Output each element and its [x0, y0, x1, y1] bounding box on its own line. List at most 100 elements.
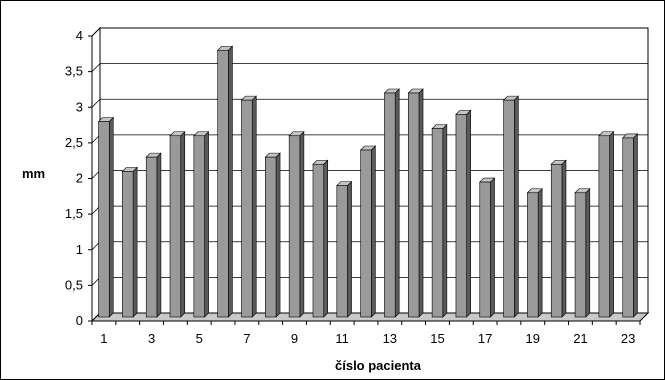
bar-side [466, 109, 471, 318]
bar-side [585, 188, 591, 318]
x-tick-label: 11 [335, 331, 349, 346]
y-tick-label: 4 [76, 28, 83, 43]
bar-side [371, 145, 376, 318]
bar-side [490, 177, 495, 318]
bar-side [561, 159, 567, 318]
bar [383, 88, 400, 318]
bar-front [145, 156, 158, 318]
bar-side [323, 159, 329, 318]
x-tick-label: 21 [573, 331, 587, 346]
y-tick-label: 3,5 [65, 64, 83, 79]
bar-side [275, 152, 281, 318]
bar-side [394, 88, 400, 318]
bar-front [598, 135, 610, 318]
bar-front [527, 192, 539, 318]
bar-front [407, 92, 420, 318]
gridline-side [91, 63, 101, 72]
bar [193, 131, 210, 318]
bar-front [360, 149, 372, 318]
bar-front [550, 163, 563, 318]
bar-front [241, 99, 253, 318]
bar [264, 152, 281, 318]
bar [455, 109, 472, 318]
bar-side [251, 95, 257, 318]
y-tick-label: 2 [76, 171, 83, 186]
y-tick-label: 1,5 [65, 206, 83, 221]
bar [121, 166, 138, 318]
bar [216, 45, 234, 318]
bar [598, 131, 615, 318]
x-axis-title: číslo pacienta [335, 358, 422, 373]
x-tick-label: 5 [196, 331, 203, 346]
bar-front [455, 114, 467, 318]
bar-side [228, 45, 233, 318]
y-tick-label: 0,5 [65, 277, 83, 292]
bar [145, 152, 162, 318]
bar-front [288, 135, 301, 318]
bar-front [193, 135, 205, 318]
x-tick-label: 13 [383, 331, 397, 346]
bar [312, 159, 329, 318]
bar [479, 177, 496, 318]
y-tick-label: 2,5 [65, 135, 83, 150]
bar [550, 159, 567, 318]
bar-front [122, 171, 134, 318]
x-tick-label: 3 [148, 331, 155, 346]
bar-side [537, 188, 543, 318]
bar [169, 131, 186, 318]
bar-front [479, 181, 491, 318]
bar [97, 116, 114, 318]
x-tick-label: 7 [243, 331, 250, 346]
bar [359, 145, 377, 318]
bar-side [180, 131, 186, 318]
y-axis-ticks: 0 0,5 1 1,5 2 2,5 3 3,5 4 [65, 28, 92, 328]
bar [407, 88, 424, 318]
gridline-side [91, 27, 101, 37]
bar-front [622, 137, 634, 318]
y-tick-label: 0 [76, 313, 83, 328]
bar-side [299, 131, 305, 318]
x-tick-label: 19 [526, 331, 540, 346]
bar-front [574, 192, 587, 318]
bar-front [169, 135, 182, 318]
bar [288, 131, 305, 318]
bar-front [265, 156, 277, 318]
x-tick-label: 17 [478, 331, 492, 346]
bar-front [503, 99, 515, 318]
bar [431, 123, 448, 318]
bar-side [204, 131, 209, 318]
bar-front [336, 185, 348, 318]
gridline-side [91, 98, 101, 108]
x-tick-label: 9 [291, 331, 298, 346]
x-tick-label: 23 [621, 331, 635, 346]
bar-front [312, 163, 325, 318]
y-tick-label: 1 [76, 242, 83, 257]
bar-side [347, 180, 352, 318]
bar-side [609, 131, 614, 318]
bar-front [384, 92, 396, 318]
bar [336, 180, 353, 318]
bar-side [156, 152, 162, 318]
bar-front [431, 128, 444, 318]
y-tick-label: 3 [76, 99, 83, 114]
bar-front [98, 121, 110, 318]
bar [526, 188, 543, 318]
bar [622, 133, 639, 318]
bars [97, 45, 639, 318]
bar [240, 95, 257, 318]
x-tick-label: 15 [430, 331, 444, 346]
bar-front [217, 49, 229, 318]
y-axis-title: mm [22, 166, 45, 181]
bar [574, 188, 591, 318]
bar-side [514, 95, 519, 318]
bar-side [442, 123, 448, 318]
bar-side [108, 116, 114, 318]
x-tick-label: 1 [100, 331, 107, 346]
bar-side [418, 88, 424, 318]
bar-side [633, 133, 638, 318]
bar-side [132, 166, 138, 318]
bar [502, 95, 520, 318]
x-axis-ticks: 1 3 5 7 9 11 13 15 17 19 21 23 [91, 321, 641, 346]
